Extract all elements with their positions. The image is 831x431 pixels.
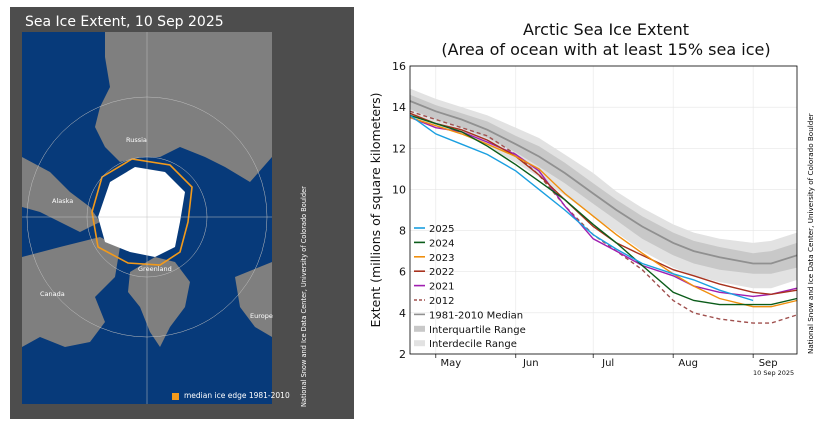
median-edge-legend-label: median ice edge 1981-2010 <box>184 391 290 400</box>
date-stamp: 10 Sep 2025 <box>753 369 795 377</box>
series-line-2012 <box>409 110 798 324</box>
x-tick-label: Sep <box>759 358 778 369</box>
legend-label: 2022 <box>429 267 454 278</box>
series-line-1981-2010-median <box>409 100 798 265</box>
legend-label: 2012 <box>429 296 454 307</box>
y-axis-label: Extent (millions of square kilometers) <box>368 92 383 327</box>
land-asia <box>95 32 272 182</box>
legend-label: Interdecile Range <box>429 339 517 350</box>
x-tick-label: May <box>440 358 461 369</box>
y-tick-label: 10 <box>392 183 406 196</box>
y-tick-label: 6 <box>399 266 406 279</box>
land-greenland <box>128 257 190 347</box>
x-tick-label: Aug <box>678 358 698 369</box>
place-label-russia: Russia <box>126 136 147 144</box>
series-line-2025 <box>409 114 754 302</box>
chart-title-line-1: Arctic Sea Ice Extent <box>522 20 689 39</box>
map-credit: National Snow and Ice Data Center, Unive… <box>300 186 308 407</box>
y-tick-label: 2 <box>399 348 406 361</box>
median-ice-edge <box>91 158 193 266</box>
place-label-canada: Canada <box>40 290 65 298</box>
chart-lines <box>409 100 798 324</box>
legend-label: 2023 <box>429 253 454 264</box>
place-label-alaska: Alaska <box>52 197 74 205</box>
map-title: Sea Ice Extent, 10 Sep 2025 <box>25 14 224 30</box>
series-line-2021 <box>409 116 798 298</box>
median-edge-legend-swatch <box>172 393 179 400</box>
legend-label: Interquartile Range <box>429 325 526 336</box>
series-line-2024 <box>409 114 798 306</box>
chart-title-line-2: (Area of ocean with at least 15% sea ice… <box>441 40 771 59</box>
sea-ice <box>98 167 185 257</box>
land-europe <box>235 262 272 337</box>
x-tick-label: Jul <box>601 358 614 369</box>
sea-ice-map-panel: Sea Ice Extent, 10 Sep 2025 Russia Alask… <box>10 7 354 419</box>
y-tick-label: 4 <box>399 307 406 320</box>
y-tick-label: 16 <box>392 60 406 73</box>
x-tick-label: Jun <box>522 358 539 369</box>
legend-label: 2024 <box>429 238 454 249</box>
chart-ticks: 2 4 6 8 10 12 14 16 May Jun Jul Aug Sep <box>392 60 778 369</box>
chart-legend: 2025 2024 2023 2022 2021 2012 1981-2010 Median… <box>414 224 526 350</box>
series-line-2022 <box>409 112 798 296</box>
chart-bands <box>410 88 797 289</box>
legend-label: 2021 <box>429 282 454 293</box>
legend-label: 1981-2010 Median <box>429 310 523 321</box>
land-canada <box>22 237 120 347</box>
plot-frame <box>409 65 798 355</box>
place-label-greenland: Greenland <box>138 265 172 273</box>
sea-ice-map <box>10 7 354 419</box>
y-tick-label: 8 <box>399 225 406 238</box>
land-alaska <box>22 157 100 232</box>
y-tick-label: 12 <box>392 142 406 155</box>
chart-credit: National Snow and Ice Data Center, Unive… <box>806 113 815 354</box>
y-tick-label: 14 <box>392 101 406 114</box>
extent-chart: 2 4 6 8 10 12 14 16 May Jun Jul Aug Sep 2025 2024 2023… <box>368 60 798 369</box>
legend-label: 2025 <box>429 224 454 235</box>
place-label-europe: Europe <box>250 312 273 320</box>
